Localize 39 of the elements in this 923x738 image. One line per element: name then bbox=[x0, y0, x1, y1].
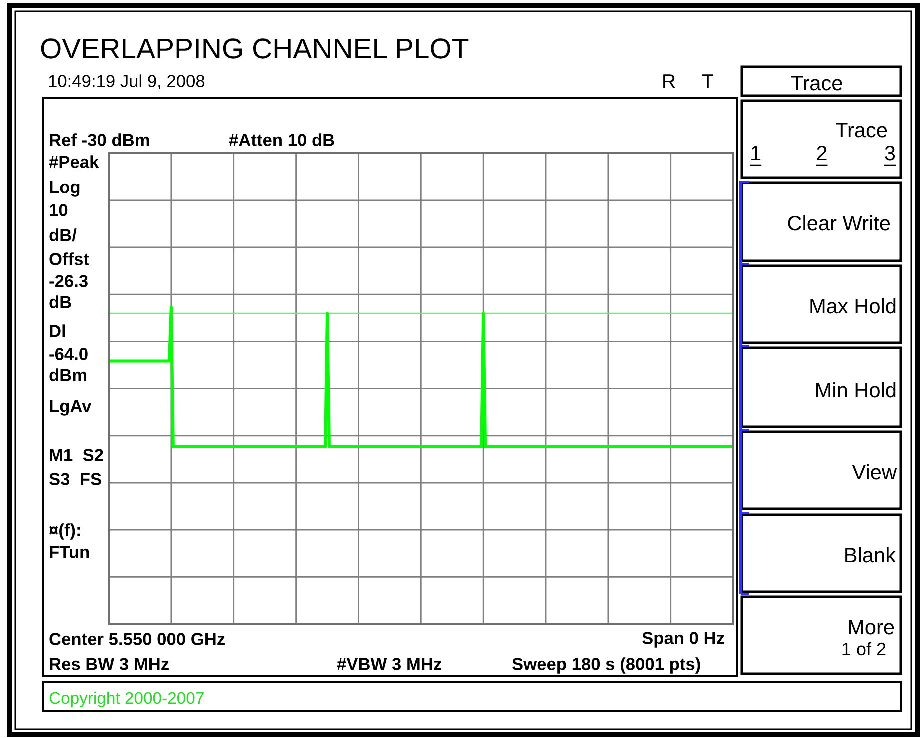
text: Dl bbox=[50, 324, 66, 338]
text: Offst bbox=[50, 252, 90, 266]
text: dB/ bbox=[50, 228, 77, 242]
text: Ref -30 dBm bbox=[50, 134, 150, 146]
text: Blank bbox=[846, 547, 896, 563]
text: 1 of 2 bbox=[842, 642, 886, 656]
text: Trace bbox=[791, 76, 842, 91]
text: LgAv bbox=[50, 400, 92, 416]
text: 10:49:19 Jul 9, 2008 bbox=[49, 74, 205, 90]
text: Copyright 2000-2007 bbox=[50, 692, 204, 708]
text: #Peak bbox=[49, 156, 100, 168]
text: Log bbox=[50, 181, 80, 197]
text: ¤(f): bbox=[49, 524, 80, 540]
text: #Atten 10 dB bbox=[229, 134, 334, 146]
text: 3 bbox=[885, 146, 896, 161]
text: -64.0 bbox=[50, 348, 88, 360]
text: 1 bbox=[752, 146, 761, 160]
text: S3 FS bbox=[50, 473, 102, 486]
text: dBm bbox=[50, 368, 87, 382]
chart-title: OVERLAPPING CHANNEL PLOT bbox=[41, 38, 469, 59]
text: Min Hold bbox=[816, 382, 896, 398]
text: Trace bbox=[836, 123, 888, 138]
text: Sweep 180 s (8001 pts) bbox=[512, 658, 700, 674]
text: -26.3 bbox=[50, 275, 88, 288]
text: Res BW 3 MHz bbox=[50, 658, 169, 670]
text: More bbox=[849, 620, 894, 635]
text: 2 bbox=[817, 146, 827, 160]
text: FTun bbox=[50, 546, 90, 558]
text: T bbox=[702, 74, 714, 88]
text: R bbox=[664, 74, 676, 88]
text: M1 S2 bbox=[50, 449, 104, 462]
text: Span 0 Hz bbox=[642, 632, 724, 648]
text: 10 bbox=[50, 204, 68, 216]
text: #VBW 3 MHz bbox=[337, 658, 442, 670]
text: dB bbox=[50, 296, 72, 308]
text: Center 5.550 000 GHz bbox=[50, 633, 225, 646]
text: View bbox=[852, 464, 898, 480]
text: Clear Write bbox=[788, 215, 890, 231]
text: Max Hold bbox=[810, 298, 896, 314]
